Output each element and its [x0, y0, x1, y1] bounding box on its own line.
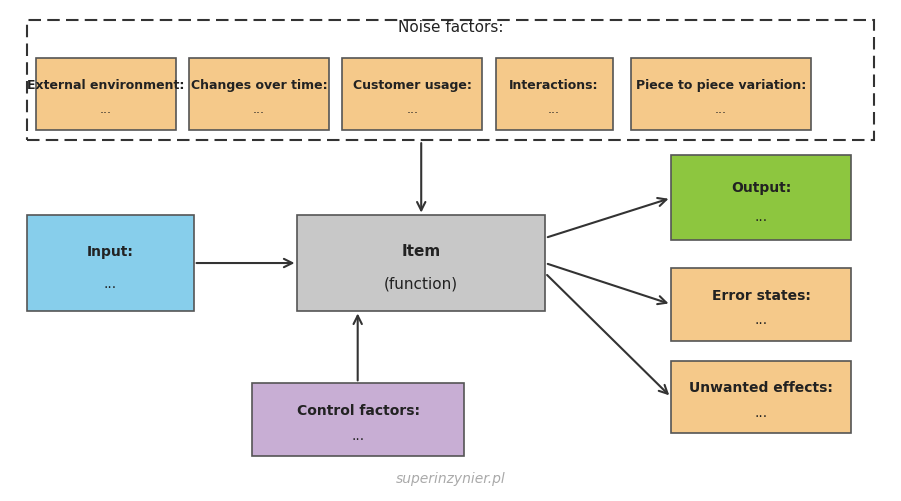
- Text: Piece to piece variation:: Piece to piece variation:: [636, 79, 805, 92]
- Text: ...: ...: [100, 103, 112, 116]
- Text: Unwanted effects:: Unwanted effects:: [689, 381, 833, 395]
- FancyBboxPatch shape: [671, 268, 851, 341]
- Text: Item: Item: [402, 244, 441, 259]
- Text: superinzynier.pl: superinzynier.pl: [396, 472, 505, 486]
- Text: Interactions:: Interactions:: [509, 79, 599, 92]
- FancyBboxPatch shape: [189, 58, 329, 130]
- Text: ...: ...: [104, 277, 117, 291]
- FancyBboxPatch shape: [36, 58, 176, 130]
- Text: Input:: Input:: [86, 244, 134, 259]
- Text: Customer usage:: Customer usage:: [353, 79, 471, 92]
- Text: ...: ...: [406, 103, 418, 116]
- Text: ...: ...: [755, 209, 768, 223]
- Text: Changes over time:: Changes over time:: [191, 79, 327, 92]
- FancyBboxPatch shape: [342, 58, 482, 130]
- Text: ...: ...: [351, 428, 365, 442]
- Text: Control factors:: Control factors:: [296, 404, 420, 418]
- Text: (function): (function): [384, 277, 459, 292]
- FancyBboxPatch shape: [27, 20, 874, 140]
- FancyBboxPatch shape: [631, 58, 811, 130]
- Text: ...: ...: [548, 103, 560, 116]
- Text: ...: ...: [714, 103, 727, 116]
- FancyBboxPatch shape: [297, 215, 545, 311]
- Text: Error states:: Error states:: [712, 289, 811, 303]
- FancyBboxPatch shape: [671, 361, 851, 433]
- FancyBboxPatch shape: [496, 58, 613, 130]
- Text: External environment:: External environment:: [27, 79, 185, 92]
- Text: Noise factors:: Noise factors:: [397, 20, 504, 35]
- Text: Output:: Output:: [732, 181, 791, 195]
- FancyBboxPatch shape: [671, 155, 851, 240]
- Text: ...: ...: [755, 406, 768, 420]
- FancyBboxPatch shape: [252, 383, 464, 456]
- Text: ...: ...: [253, 103, 265, 116]
- FancyBboxPatch shape: [27, 215, 194, 311]
- Text: ...: ...: [755, 313, 768, 327]
